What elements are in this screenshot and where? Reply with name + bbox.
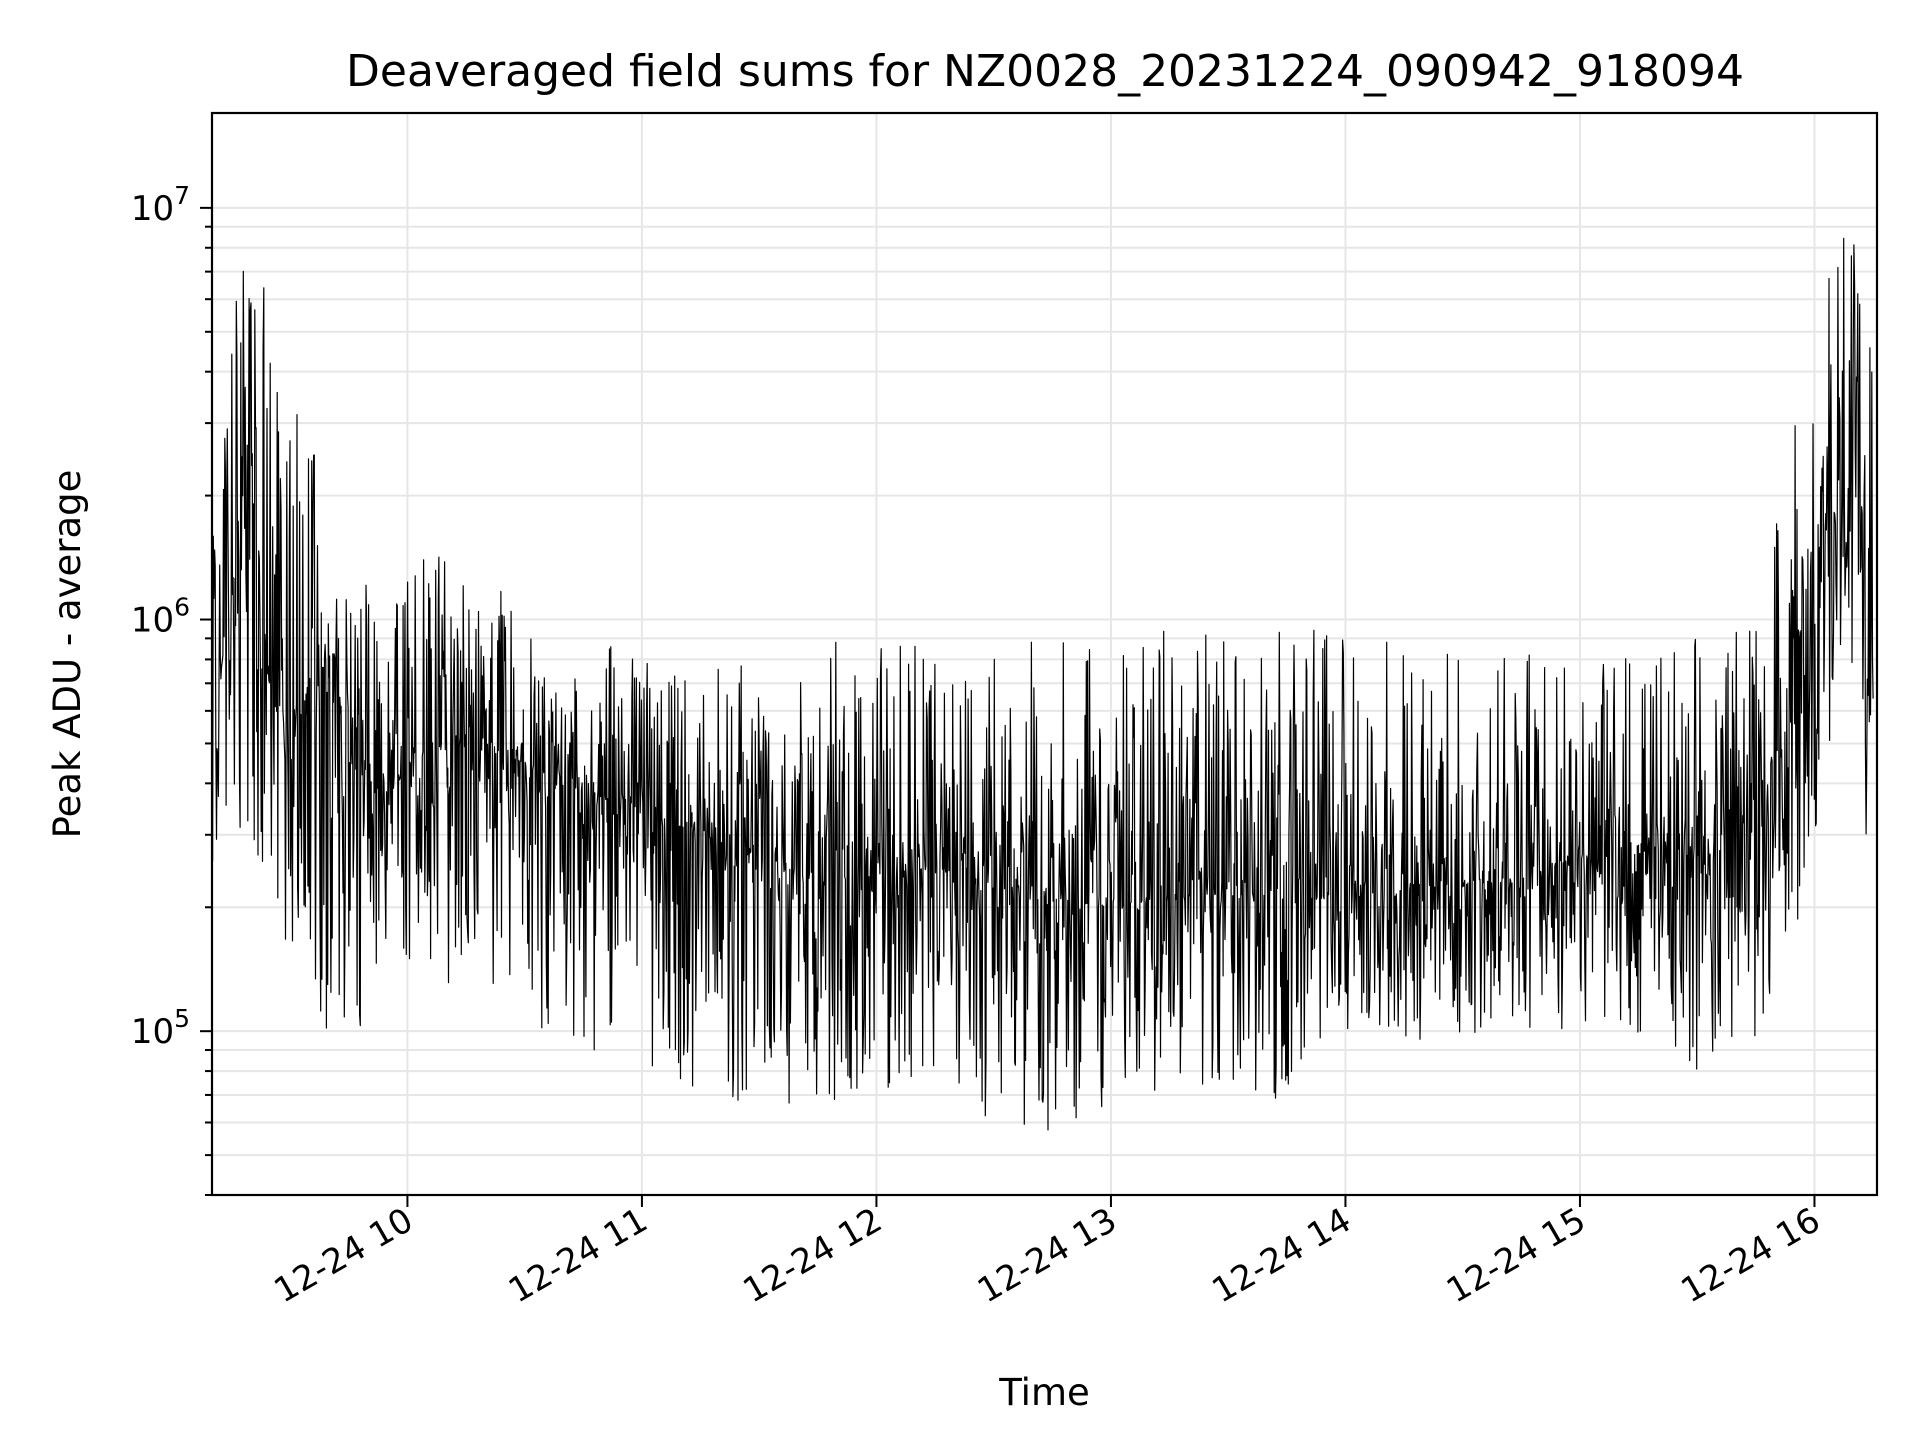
x-tick-label: 12-24 15 — [1440, 1200, 1592, 1311]
y-axis-label: Peak ADU - average — [46, 470, 89, 839]
grid — [212, 113, 1877, 1196]
x-axis-label: Time — [998, 1371, 1090, 1414]
y-tick-exponent: 5 — [174, 1004, 190, 1033]
series-line — [211, 237, 1874, 1131]
axis-ticks: 105 106 107 12-24 10 12-24 11 12-24 12 12-24 1… — [131, 181, 1827, 1311]
x-tick-label: 12-24 11 — [502, 1200, 654, 1311]
x-tick-label: 12-24 16 — [1675, 1200, 1827, 1311]
y-tick-label: 106 — [131, 593, 190, 641]
x-tick-label: 12-24 12 — [737, 1200, 889, 1311]
y-tick-label: 105 — [131, 1004, 190, 1052]
y-tick-exponent: 7 — [174, 181, 190, 210]
chart-title: Deaveraged field sums for NZ0028_2023122… — [346, 46, 1744, 97]
plot-frame — [210, 111, 1879, 1197]
y-tick-label: 107 — [131, 181, 190, 229]
x-tick-label: 12-24 14 — [1206, 1200, 1358, 1311]
y-tick-exponent: 6 — [174, 593, 190, 622]
x-tick-label: 12-24 10 — [268, 1200, 420, 1311]
series-layer — [211, 237, 1874, 1131]
x-tick-label: 12-24 13 — [971, 1200, 1123, 1311]
